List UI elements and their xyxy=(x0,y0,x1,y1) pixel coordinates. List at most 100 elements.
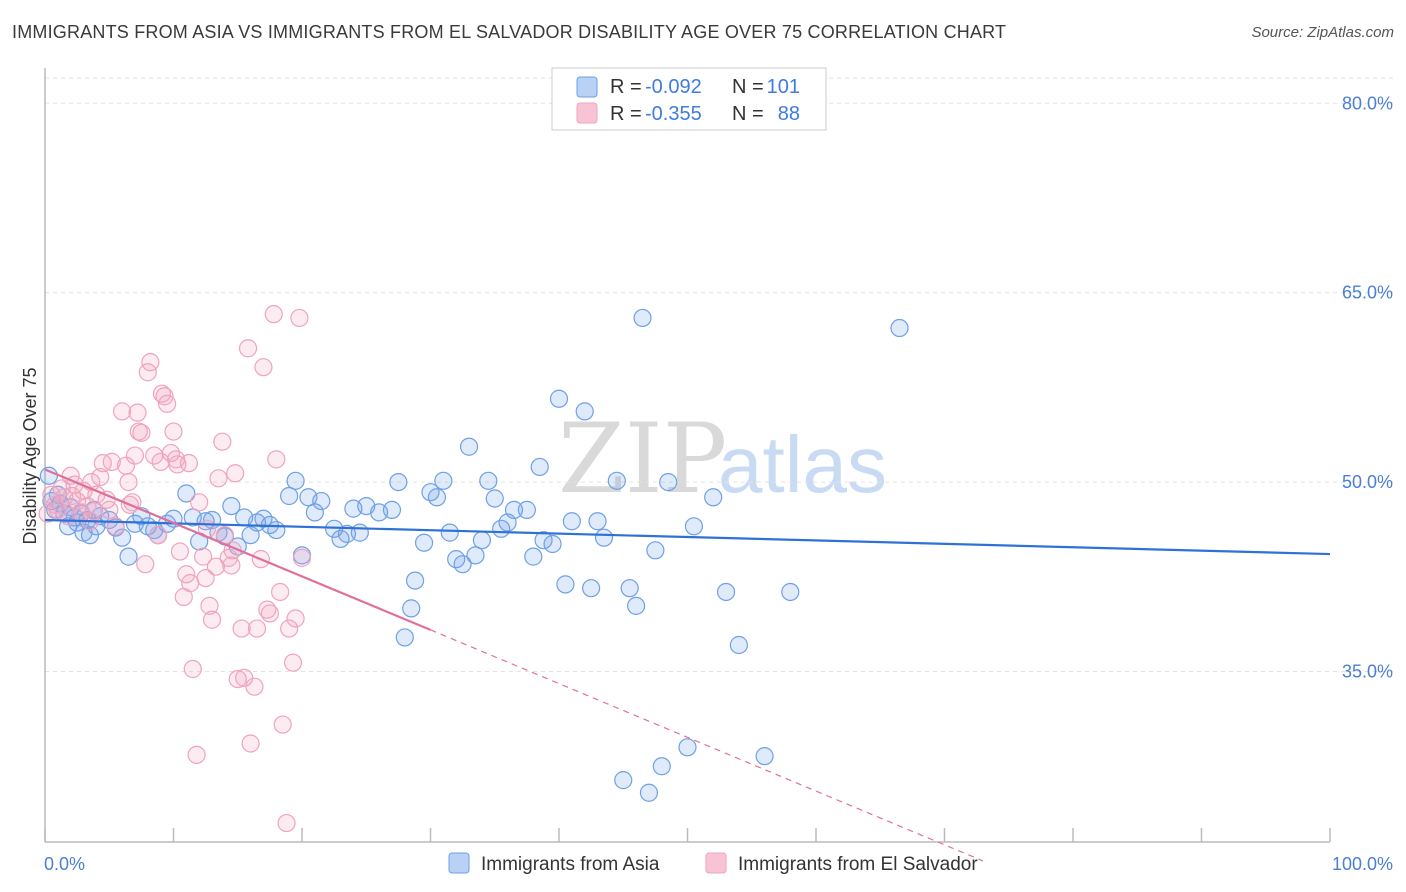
series-elsalvador xyxy=(38,305,312,833)
point-asia xyxy=(524,547,543,566)
point-elsalvador xyxy=(238,339,258,358)
point-asia xyxy=(395,628,414,647)
point-elsalvador xyxy=(290,308,309,328)
point-elsalvador xyxy=(183,659,202,679)
legend-n-label-asia: N = xyxy=(732,76,764,98)
point-asia xyxy=(582,579,601,598)
grid-lines xyxy=(45,77,1393,673)
point-elsalvador xyxy=(187,745,206,764)
point-elsalvador xyxy=(141,353,160,372)
point-elsalvador xyxy=(209,469,228,488)
point-elsalvador xyxy=(206,557,226,576)
point-elsalvador xyxy=(271,582,290,602)
legend-n-label-elsalvador: N = xyxy=(732,103,764,125)
point-elsalvador xyxy=(280,619,299,638)
point-elsalvador xyxy=(148,526,168,545)
axes xyxy=(44,68,1331,843)
legend-box xyxy=(551,67,827,131)
point-asia xyxy=(389,472,408,492)
y-tick-label: 35.0% xyxy=(1342,662,1393,682)
point-elsalvador xyxy=(222,556,241,575)
point-elsalvador xyxy=(286,609,305,628)
point-elsalvador xyxy=(267,450,286,469)
point-elsalvador xyxy=(228,669,247,689)
legend-r-label-asia: R = xyxy=(610,76,642,98)
correlation-legend: R = -0.092 N = 101 R = -0.355 N = 88 xyxy=(551,67,827,131)
point-elsalvador xyxy=(112,402,132,421)
trend-line-asia xyxy=(44,518,1331,556)
point-asia xyxy=(196,512,215,531)
watermark-atlas: atlas xyxy=(718,420,887,509)
point-asia xyxy=(312,491,331,511)
point-elsalvador xyxy=(132,423,151,442)
legend-bottom-label-elsalvador: Immigrants from El Salvador xyxy=(738,854,978,875)
point-asia xyxy=(286,471,305,490)
point-asia xyxy=(427,488,447,507)
point-elsalvador xyxy=(128,403,147,422)
point-elsalvador xyxy=(283,653,303,672)
point-elsalvador xyxy=(226,464,245,483)
point-asia xyxy=(607,471,626,490)
legend-r-value-asia: -0.092 xyxy=(645,76,702,98)
point-elsalvador xyxy=(273,715,292,734)
point-asia xyxy=(434,471,453,490)
series-points xyxy=(38,305,909,833)
point-elsalvador xyxy=(181,574,200,593)
point-elsalvador xyxy=(68,491,87,511)
y-tick-label: 80.0% xyxy=(1342,93,1393,113)
legend-r-value-elsalvador: -0.355 xyxy=(645,103,702,125)
point-asia xyxy=(704,488,723,507)
point-elsalvador xyxy=(157,394,177,413)
point-asia xyxy=(466,546,485,565)
point-asia xyxy=(534,531,553,550)
point-asia xyxy=(267,520,286,540)
legend-r-label-elsalvador: R = xyxy=(610,103,642,125)
point-asia xyxy=(405,571,425,590)
y-axis-label: Disability Age Over 75 xyxy=(20,367,40,544)
point-asia xyxy=(890,318,909,338)
point-asia xyxy=(594,528,614,547)
point-asia xyxy=(280,486,299,506)
point-elsalvador xyxy=(200,596,219,615)
trend-line-elsalvador xyxy=(44,468,431,631)
point-elsalvador xyxy=(170,542,190,561)
point-asia xyxy=(556,575,575,594)
point-asia xyxy=(659,472,678,492)
point-elsalvador xyxy=(164,422,183,441)
point-elsalvador xyxy=(106,517,125,536)
y-tick-label: 50.0% xyxy=(1342,472,1393,492)
point-elsalvador xyxy=(125,446,145,465)
point-asia xyxy=(614,771,633,790)
point-asia xyxy=(112,528,132,547)
point-asia xyxy=(119,547,138,566)
legend-n-value-asia: 101 xyxy=(767,76,800,98)
point-elsalvador xyxy=(91,467,110,487)
point-asia xyxy=(382,500,402,519)
legend-bottom-swatch-elsalvador xyxy=(705,852,727,874)
point-elsalvador xyxy=(245,677,264,696)
point-asia xyxy=(517,500,536,519)
point-elsalvador xyxy=(193,547,213,566)
point-asia xyxy=(716,582,736,602)
point-asia xyxy=(549,389,569,408)
point-asia xyxy=(620,579,639,598)
point-asia xyxy=(305,503,324,522)
point-asia xyxy=(646,541,665,560)
watermark-zip: ZIP xyxy=(558,403,727,515)
point-elsalvador xyxy=(190,493,209,512)
point-asia xyxy=(472,531,491,550)
point-elsalvador xyxy=(119,472,138,492)
legend-swatch-asia xyxy=(576,76,598,98)
point-elsalvador xyxy=(277,813,296,833)
point-asia xyxy=(459,437,479,456)
point-asia xyxy=(588,512,607,531)
point-elsalvador xyxy=(196,568,215,588)
point-asia xyxy=(485,489,504,508)
point-elsalvador xyxy=(213,432,232,451)
point-elsalvador xyxy=(202,610,222,629)
point-elsalvador xyxy=(100,500,119,519)
point-asia xyxy=(543,534,562,554)
point-asia xyxy=(440,523,459,542)
point-elsalvador xyxy=(260,604,279,623)
